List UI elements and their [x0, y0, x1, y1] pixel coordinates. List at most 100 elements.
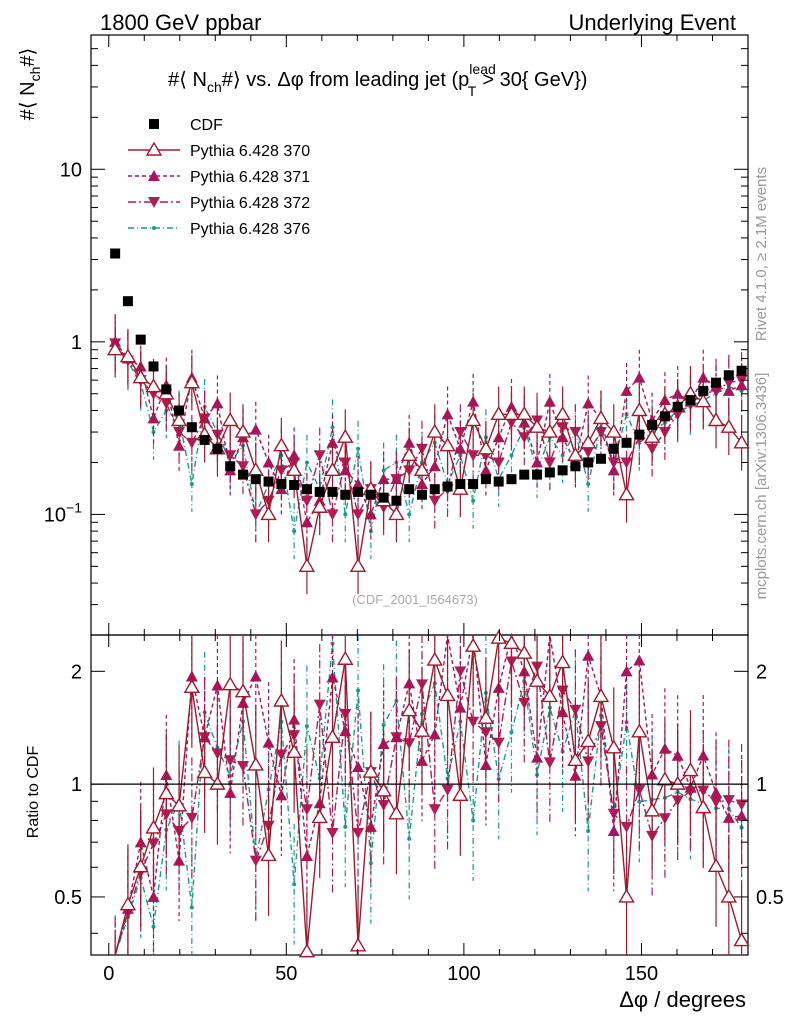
data-point [733, 434, 750, 449]
data-point [736, 365, 747, 376]
data-point [391, 495, 402, 506]
ratio-data-point [390, 731, 403, 743]
ratio-y-axis-label: Ratio to CDF [25, 746, 42, 839]
ratio-data-point [509, 730, 514, 735]
data-point [607, 457, 620, 469]
header-right: Underlying Event [568, 10, 736, 35]
data-point [631, 402, 648, 417]
ratio-data-point [620, 665, 633, 677]
data-point [189, 482, 194, 487]
data-point [388, 505, 405, 521]
ratio-y-tick-label: 0.5 [756, 887, 784, 909]
ratio-data-point [158, 785, 175, 800]
rivet-label: Rivet 4.1.0, ≥ 2.1M events [753, 167, 770, 341]
ratio-data-point [607, 824, 620, 836]
legend-entry: Pythia 6.428 371 [128, 169, 310, 186]
data-point [413, 461, 431, 477]
ratio-data-point [439, 687, 456, 702]
ratio-y-tick-label: 2 [756, 661, 767, 683]
ratio-data-point [339, 725, 352, 737]
data-point [643, 428, 661, 443]
data-point [493, 476, 504, 487]
ratio-data-point [605, 739, 622, 754]
data-point [300, 495, 313, 507]
ratio-data-point [441, 784, 454, 796]
data-point [311, 498, 328, 513]
data-point [509, 453, 514, 458]
x-tick-label: 150 [625, 963, 658, 985]
ratio-data-point [375, 782, 392, 797]
ratio-data-point [211, 679, 224, 691]
data-point [582, 397, 595, 409]
data-point [326, 436, 339, 448]
ratio-data-point [735, 809, 748, 821]
series-line [114, 341, 742, 525]
data-point [262, 456, 275, 468]
data-point [618, 486, 635, 501]
data-point [237, 469, 248, 480]
ratio-series-line [114, 661, 742, 956]
data-point [685, 395, 696, 406]
data-point [543, 395, 556, 407]
series-line [114, 349, 743, 567]
ratio-data-point [209, 775, 226, 790]
ratio-data-point [381, 722, 386, 727]
mcplots-label: mcplots.cern.ch [arXiv:1306.3436] [753, 373, 770, 600]
data-point [221, 412, 239, 427]
header-left: 1800 GeV ppbar [100, 10, 261, 35]
data-point [170, 412, 188, 427]
data-point [313, 450, 326, 462]
ratio-y-tick-label: 1 [756, 774, 767, 796]
data-point [471, 498, 476, 503]
data-point [528, 418, 546, 433]
legend-label: Pythia 6.428 372 [190, 195, 310, 212]
data-point [407, 512, 412, 517]
ratio-data-point [656, 771, 674, 786]
data-point [454, 442, 467, 454]
ratio-series-line [114, 643, 743, 956]
ratio-data-point [631, 723, 648, 738]
ratio-data-point [554, 654, 571, 669]
data-point [586, 482, 591, 487]
legend-entry: CDF [149, 117, 223, 134]
data-point [442, 481, 453, 492]
ratio-data-point [426, 651, 443, 666]
data-point [212, 443, 223, 454]
data-point [647, 419, 658, 430]
data-point [492, 457, 505, 469]
ratio-data-point [189, 905, 194, 910]
data-point [722, 377, 735, 389]
data-point [698, 385, 709, 396]
data-point [249, 509, 262, 521]
data-point [132, 369, 149, 384]
ratio-data-point [464, 637, 482, 652]
data-point [735, 379, 748, 391]
data-point [353, 486, 364, 497]
ratio-data-point [247, 756, 265, 771]
data-point [468, 479, 479, 490]
ratio-data-point [567, 751, 584, 766]
data-point [276, 479, 287, 490]
ratio-data-point [722, 811, 735, 823]
ratio-data-point [249, 855, 262, 867]
data-point [620, 457, 633, 469]
data-point [106, 341, 124, 356]
data-point [519, 469, 530, 480]
ratio-series-line [114, 637, 743, 956]
data-point [480, 474, 491, 485]
data-point [544, 467, 555, 478]
ratio-data-point [633, 654, 646, 666]
data-point [300, 516, 313, 528]
ratio-data-point [490, 629, 507, 644]
ratio-data-point [707, 857, 725, 873]
analysis-watermark: (CDF_2001_I564673) [352, 592, 478, 607]
data-point [477, 440, 495, 455]
x-tick-label: 100 [447, 963, 480, 985]
ratio-data-point [170, 797, 188, 812]
ratio-data-point [528, 672, 546, 687]
data-point [607, 464, 620, 476]
data-point [301, 484, 312, 495]
data-point [211, 397, 224, 409]
ratio-data-point [249, 670, 262, 682]
